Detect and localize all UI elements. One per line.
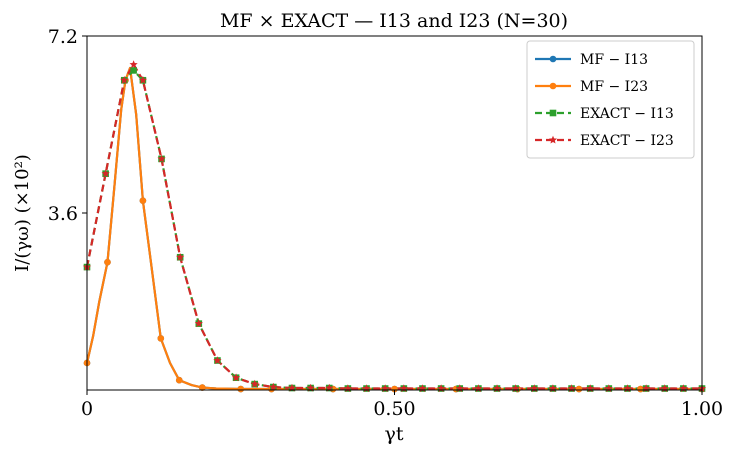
data-point-3-2 bbox=[120, 75, 129, 84]
data-point-3-8 bbox=[213, 356, 222, 364]
data-point-3-6 bbox=[176, 252, 185, 261]
data-point-1-20 bbox=[391, 385, 398, 393]
y-axis-label: I/(γω) (×10²) bbox=[12, 154, 33, 272]
legend-swatch-marker-1 bbox=[549, 82, 557, 90]
data-point-2-3 bbox=[130, 67, 137, 74]
data-point-3-11 bbox=[269, 382, 278, 391]
data-point-1-11 bbox=[157, 335, 165, 342]
legend-label-0: MF − I13 bbox=[580, 52, 648, 68]
chart-title: MF × EXACT — I13 and I23 (N=30) bbox=[220, 10, 568, 32]
x-tick-label-2: 1.00 bbox=[681, 398, 723, 420]
data-point-3-3 bbox=[129, 60, 138, 68]
data-point-1-23 bbox=[575, 385, 583, 393]
data-point-1-13 bbox=[175, 376, 183, 384]
legend-label-2: EXACT − I13 bbox=[580, 106, 674, 122]
legend: MF − I13 MF − I23 EXACT − I13 EXACT − I23 bbox=[526, 40, 695, 159]
y-axis-ticks: 3.6 7.2 bbox=[48, 26, 87, 225]
legend-label-3: EXACT − I23 bbox=[580, 133, 674, 149]
legend-swatch-marker-0 bbox=[549, 55, 557, 63]
data-point-1-24 bbox=[637, 385, 644, 393]
data-point-1-17 bbox=[237, 385, 245, 393]
data-point-3-1 bbox=[101, 169, 110, 178]
data-point-1-3 bbox=[104, 258, 111, 266]
x-tick-label-1: 0.50 bbox=[373, 398, 415, 420]
legend-swatch-marker-3 bbox=[548, 135, 558, 144]
x-axis-label: γt bbox=[385, 423, 404, 445]
data-point-3-7 bbox=[194, 319, 203, 328]
data-point-3-10 bbox=[250, 379, 259, 388]
legend-label-1: MF − I23 bbox=[580, 79, 648, 95]
legend-box bbox=[526, 40, 695, 159]
data-point-1-15 bbox=[199, 384, 206, 391]
y-tick-label-0: 3.6 bbox=[48, 203, 78, 225]
x-tick-label-0: 0 bbox=[81, 398, 93, 420]
y-tick-label-1: 7.2 bbox=[48, 26, 78, 48]
legend-swatch-marker-2 bbox=[549, 109, 557, 117]
data-point-3-9 bbox=[231, 373, 241, 382]
data-point-1-9 bbox=[139, 197, 147, 205]
data-point-3-5 bbox=[157, 154, 166, 163]
x-axis-ticks: 0 0.50 1.00 bbox=[81, 390, 723, 420]
data-point-3-4 bbox=[138, 75, 147, 84]
